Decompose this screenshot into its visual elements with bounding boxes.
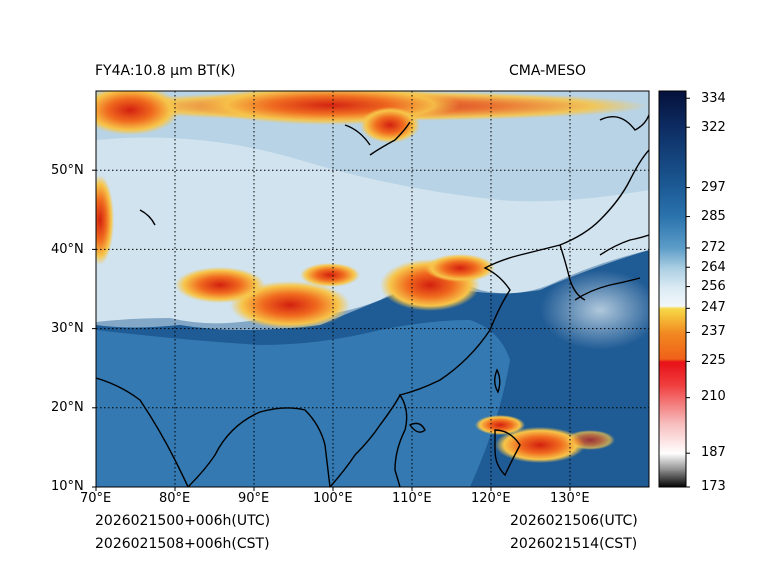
cold-top-tibet-2	[175, 267, 265, 303]
coast-taiwan	[494, 368, 501, 394]
coast-north	[369, 121, 411, 156]
land-south	[96, 320, 510, 487]
colorbar-label: 297	[701, 180, 726, 195]
colorbar-band	[659, 359, 686, 362]
colorbar-band	[659, 127, 686, 189]
colorbar-band	[659, 385, 686, 423]
lat-tick-label: 40°N	[51, 242, 84, 257]
coast-manchuria	[559, 149, 649, 246]
colorbar	[659, 91, 686, 488]
colorbar-band	[659, 247, 686, 268]
cold-top-northeast	[360, 107, 420, 143]
lon-tick-label: 80°E	[159, 491, 191, 506]
coast-okhotsk	[599, 114, 649, 131]
colorbar-label: 237	[701, 324, 726, 339]
cold-top-south-3	[565, 430, 615, 450]
colorbar-band	[659, 305, 686, 309]
colorbar-frame	[658, 90, 687, 488]
lat-tick-marks	[92, 169, 96, 488]
lon-tick-label: 90°E	[238, 491, 270, 506]
lon-tick-label: 100°E	[313, 491, 353, 506]
cold-top-west	[96, 175, 114, 265]
colorbar-label: 225	[701, 353, 726, 368]
coast-india	[96, 377, 189, 487]
colorbar-label: 247	[701, 300, 726, 315]
model-label: CMA-MESO	[509, 63, 587, 79]
colorbar-band	[659, 308, 686, 317]
lon-tick-label: 110°E	[392, 491, 432, 506]
lon-tick-marks	[95, 487, 571, 491]
colorbar-label: 210	[701, 389, 726, 404]
colorbar-label: 272	[701, 240, 726, 255]
cold-top-south-1	[495, 427, 585, 463]
coast-baikal	[344, 124, 371, 146]
colorbar-label: 334	[701, 91, 726, 106]
coastlines	[96, 114, 649, 487]
colorbar-label: 256	[701, 279, 726, 294]
coast-china	[399, 244, 561, 396]
lat-tick-label: 30°N	[51, 321, 84, 336]
colorbar-band	[659, 421, 686, 454]
cloud-blob-east	[540, 270, 649, 350]
coast-indochina	[329, 393, 408, 487]
lon-tick-label: 70°E	[80, 491, 112, 506]
coast-hainan	[408, 422, 426, 433]
lat-tick-label: 20°N	[51, 400, 84, 415]
lat-tick-label: 50°N	[51, 163, 84, 178]
colorbar-band	[659, 332, 686, 360]
cold-top-tibet-3	[300, 263, 360, 287]
valid-time-cst: 2026021514(CST)	[510, 536, 638, 552]
coast-caspian-lakes	[139, 209, 156, 226]
coast-japan-south	[574, 277, 641, 301]
satellite-image	[96, 91, 649, 487]
colorbar-label: 322	[701, 120, 726, 135]
colorbar-band	[659, 361, 686, 365]
product-label: FY4A:10.8 µm BT(K)	[95, 63, 236, 79]
lat-tick-label: 10°N	[51, 479, 84, 494]
cold-top-central-2	[425, 254, 495, 282]
colorbar-band	[659, 453, 686, 471]
colorbar-label: 187	[701, 445, 726, 460]
graticule	[96, 91, 649, 487]
colorbar-band	[659, 216, 686, 249]
valid-time-utc: 2026021506(UTC)	[510, 513, 638, 529]
init-time-cst: 2026021508+006h(CST)	[95, 536, 270, 552]
colorbar-band	[659, 267, 686, 288]
colorbar-band	[659, 91, 686, 128]
colorbar-label: 264	[701, 260, 726, 275]
colorbar-tick-marks	[686, 97, 690, 488]
lon-tick-label: 130°E	[550, 491, 590, 506]
colorbar-band	[659, 187, 686, 218]
cold-top-south-2	[475, 415, 525, 435]
lon-tick-label: 120°E	[471, 491, 511, 506]
colorbar-band	[659, 363, 686, 387]
coast-philippines	[494, 429, 521, 477]
init-time-utc: 2026021500+006h(UTC)	[95, 513, 271, 529]
colorbar-band	[659, 470, 686, 488]
map-frame	[95, 90, 650, 488]
colorbar-label: 173	[701, 479, 726, 494]
colorbar-band	[659, 286, 686, 307]
cold-top-northwest	[96, 91, 180, 135]
colorbar-band	[659, 315, 686, 333]
colorbar-label: 285	[701, 209, 726, 224]
